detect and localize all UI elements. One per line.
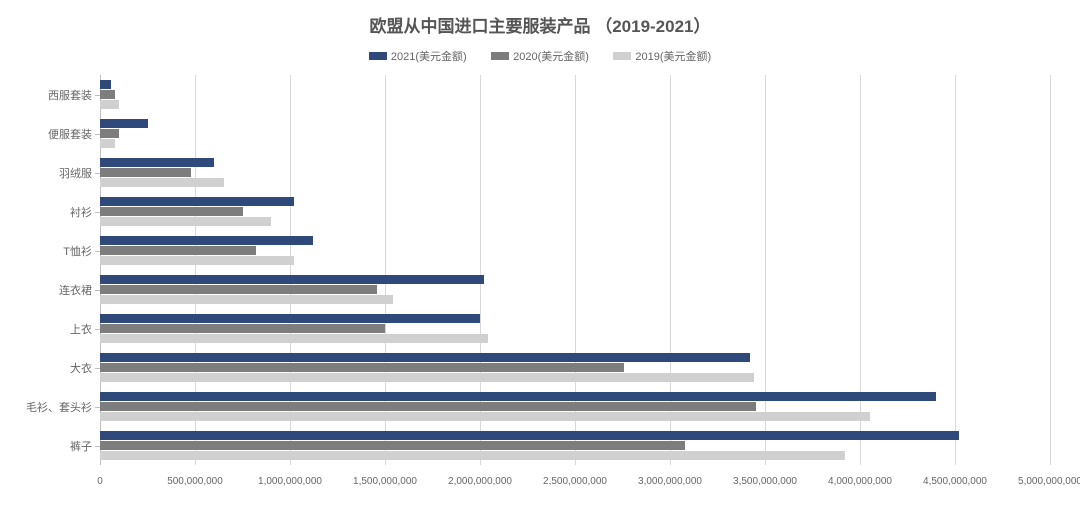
x-tick-label: 3,000,000,000 [638,476,702,487]
y-tick-label: 便服套装 [48,126,100,142]
bar-2020 [100,285,377,294]
bar-2020 [100,363,624,372]
gridline [765,75,766,465]
y-tick-label: T恤衫 [63,243,100,259]
x-tick-label: 4,000,000,000 [828,476,892,487]
legend-label: 2021(美元金额) [391,48,467,64]
bar-2021 [100,236,313,245]
bar-2019 [100,256,294,265]
bar-2021 [100,353,750,362]
y-tick-label: 毛衫、套头衫 [26,399,100,415]
plot-area: 0500,000,0001,000,000,0001,500,000,0002,… [100,75,1050,465]
y-tick-label: 羽绒服 [59,165,100,181]
bar-2021 [100,392,936,401]
bar-2019 [100,451,845,460]
x-tick-label: 2,500,000,000 [543,476,607,487]
legend-item-2021: 2021(美元金额) [369,48,467,64]
bar-2020 [100,90,115,99]
legend-label: 2020(美元金额) [513,48,589,64]
legend-swatch-2019 [613,52,631,60]
bar-2021 [100,431,959,440]
x-tick-label: 0 [97,476,103,487]
bar-2020 [100,402,756,411]
bar-2019 [100,217,271,226]
x-tick-label: 500,000,000 [167,476,223,487]
x-tick-label: 5,000,000,000 [1018,476,1080,487]
y-tick-label: 大衣 [70,360,100,376]
x-tick-label: 4,500,000,000 [923,476,987,487]
chart-container: 欧盟从中国进口主要服装产品 （2019-2021） 2021(美元金额) 202… [0,0,1080,505]
y-tick-label: 裤子 [70,438,100,454]
legend: 2021(美元金额) 2020(美元金额) 2019(美元金额) [0,47,1080,65]
gridline [860,75,861,465]
bar-2019 [100,295,393,304]
y-tick-label: 衬衫 [70,204,100,220]
x-tick-label: 2,000,000,000 [448,476,512,487]
bar-2020 [100,324,385,333]
legend-item-2019: 2019(美元金额) [613,48,711,64]
bar-2020 [100,246,256,255]
x-tick-label: 3,500,000,000 [733,476,797,487]
bar-2021 [100,80,111,89]
bar-2019 [100,373,754,382]
y-tick-label: 上衣 [70,321,100,337]
bar-2021 [100,158,214,167]
x-tick-label: 1,500,000,000 [353,476,417,487]
gridline [1050,75,1051,465]
legend-item-2020: 2020(美元金额) [491,48,589,64]
bar-2021 [100,119,148,128]
bar-2021 [100,197,294,206]
y-tick-label: 西服套装 [48,87,100,103]
bar-2021 [100,275,484,284]
bar-2019 [100,412,870,421]
chart-title: 欧盟从中国进口主要服装产品 （2019-2021） [0,12,1080,37]
bar-2019 [100,334,488,343]
bar-2020 [100,168,191,177]
x-tick-label: 1,000,000,000 [258,476,322,487]
bar-2021 [100,314,480,323]
bar-2020 [100,207,243,216]
legend-label: 2019(美元金额) [635,48,711,64]
legend-swatch-2020 [491,52,509,60]
legend-swatch-2021 [369,52,387,60]
bar-2019 [100,178,224,187]
gridline [955,75,956,465]
bar-2020 [100,441,685,450]
bar-2019 [100,139,115,148]
bar-2020 [100,129,119,138]
bar-2019 [100,100,119,109]
y-tick-label: 连衣裙 [59,282,100,298]
